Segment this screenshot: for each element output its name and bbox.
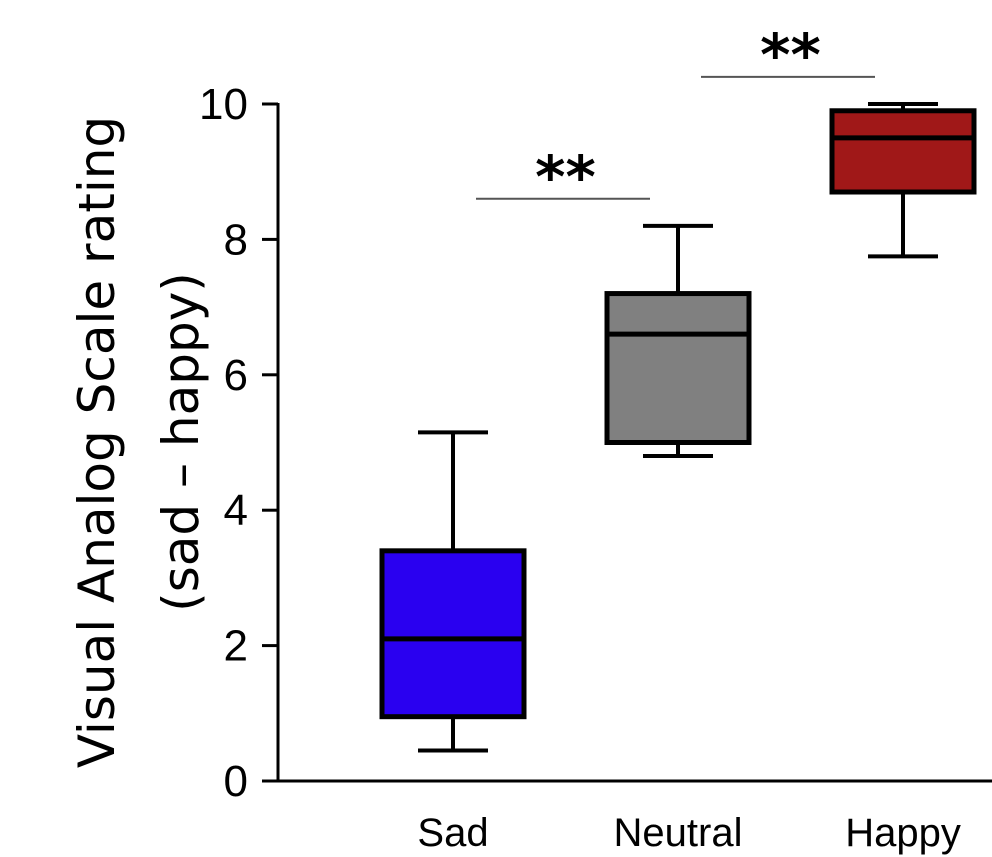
y-tick-label: 8 (224, 215, 248, 264)
iqr-box (379, 548, 527, 720)
y-axis-label-line2: (sad – happy) (152, 272, 210, 612)
y-tick-label: 2 (224, 622, 248, 671)
box-sad (379, 430, 527, 753)
category-label-neutral: Neutral (614, 811, 743, 855)
y-ticks: 0 2 4 6 8 10 (199, 80, 278, 806)
box-happy (829, 102, 977, 259)
category-labels: Sad Neutral Happy (417, 811, 960, 855)
iqr-box (829, 108, 977, 195)
significance-brackets: ** ** (476, 21, 875, 211)
category-label-happy: Happy (845, 811, 961, 855)
significance-label: ** (760, 21, 821, 89)
boxes (379, 102, 977, 753)
box-neutral (604, 223, 752, 459)
y-tick-label: 6 (224, 351, 248, 400)
y-axis-label-line1: Visual Analog Scale rating (68, 116, 126, 768)
iqr-box (604, 291, 752, 445)
y-tick-label: 0 (224, 757, 248, 806)
y-tick-label: 4 (224, 486, 248, 535)
category-label-sad: Sad (417, 811, 488, 855)
y-tick-label: 10 (199, 80, 248, 129)
significance-label: ** (535, 143, 596, 211)
